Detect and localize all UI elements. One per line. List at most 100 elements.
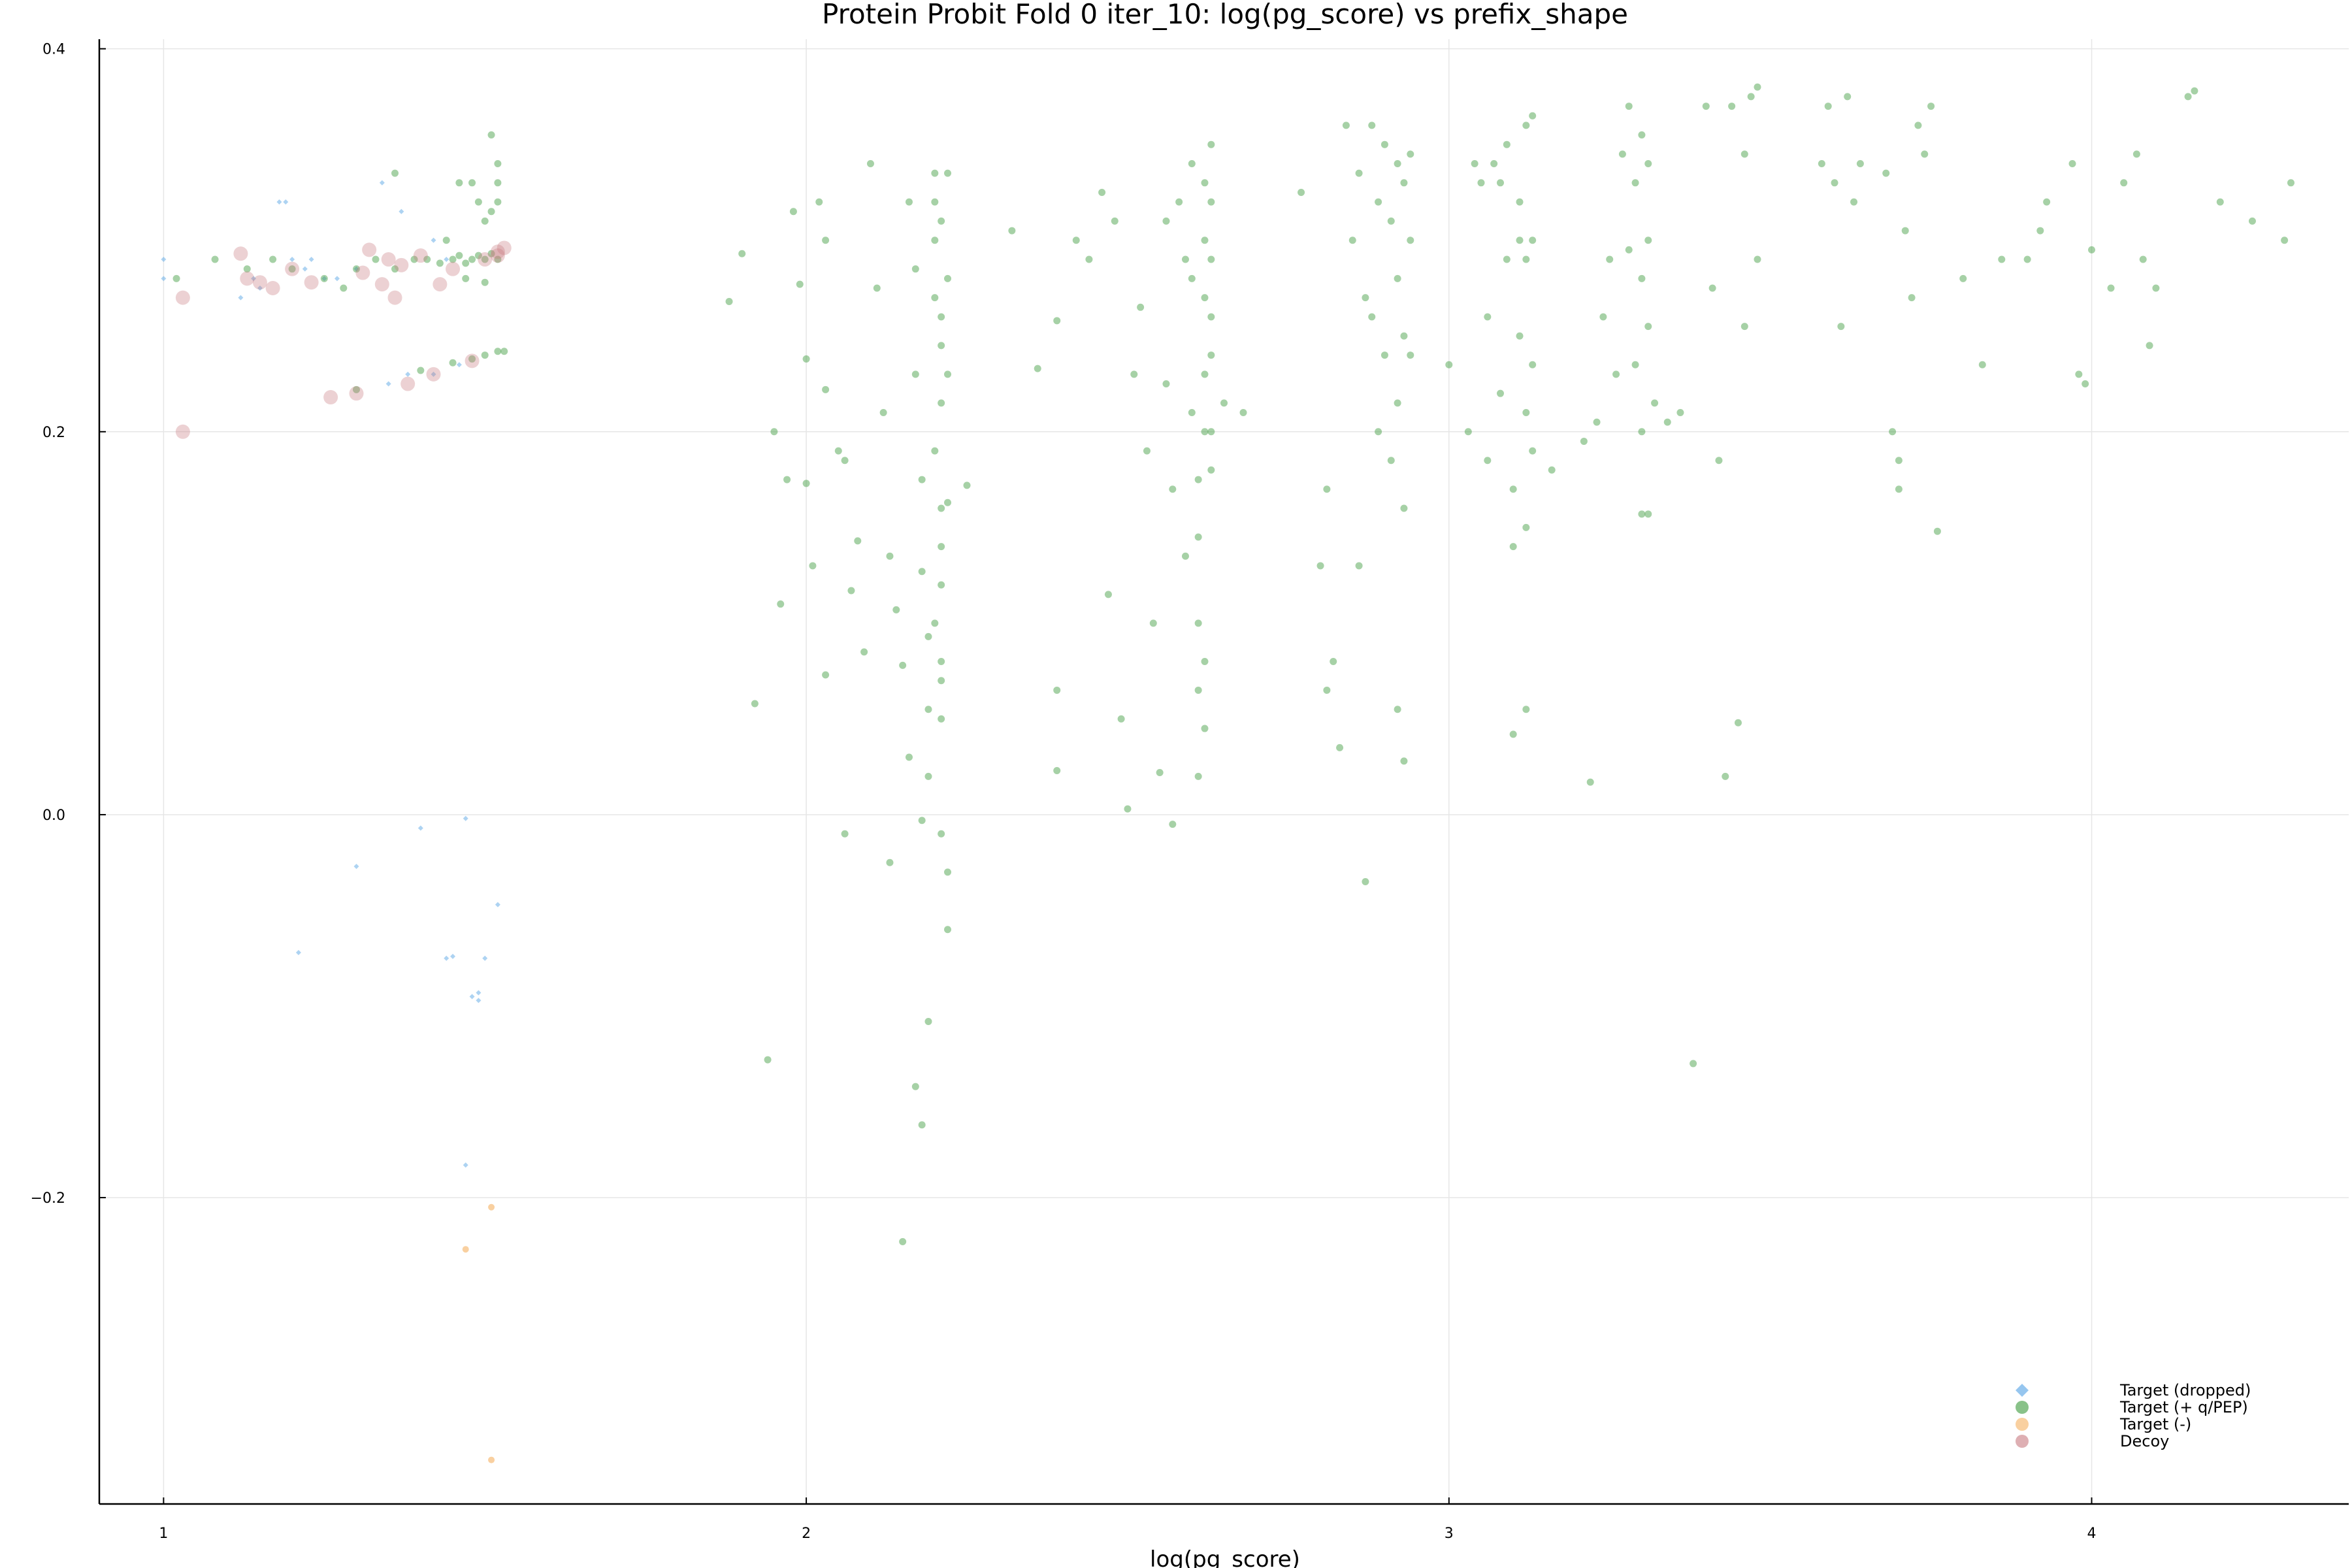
point-target-q-pep [751,700,759,708]
point-target-q-pep [1400,332,1408,340]
point-decoy [355,265,370,280]
point-decoy [381,252,396,267]
point-target-q-pep [892,606,900,613]
point-decoy [304,275,319,290]
point-decoy [433,277,448,292]
point-target-q-pep [494,159,502,167]
legend-marker-target [2016,1418,2029,1431]
grid-lines [99,39,2349,1504]
point-target-q-pep [2146,342,2153,350]
point-target-q-pep [938,504,945,512]
point-target-q-pep [918,817,926,825]
point-target-q-pep [1625,103,1633,110]
point-target-q-pep [1548,466,1556,474]
point-target-q-pep [1522,255,1530,263]
point-target-q-pep [2120,179,2128,187]
point-target-q-pep [2043,198,2051,206]
point-target-q-pep [1098,188,1106,196]
point-target-q-pep [924,706,932,713]
point-target-q-pep [2068,159,2076,167]
point-target-q-pep [436,259,444,267]
point-target-q-pep [1522,408,1530,416]
point-target-q-pep [1194,476,1202,483]
point-target-q-pep [938,313,945,321]
point-target-q-pep [938,677,945,685]
point-target-q-pep [1407,351,1414,359]
point-target-dropped [482,955,488,961]
point-target-q-pep [1856,159,1864,167]
point-target-q-pep [1407,237,1414,244]
point-target-q-pep [2139,255,2147,263]
point-target-q-pep [1194,686,1202,694]
point-decoy [175,424,190,439]
point-target-q-pep [494,255,502,263]
point-target-q-pep [481,351,489,359]
point-target-q-pep [944,169,952,177]
point-target-q-pep [1394,274,1401,282]
point-target-q-pep [918,476,926,483]
point-target-q-pep [931,294,939,302]
point-target-q-pep [924,1017,932,1025]
point-target [488,1456,495,1463]
point-target-q-pep [442,237,450,244]
point-target-q-pep [1529,237,1537,244]
point-target-q-pep [1162,217,1170,225]
point-target-dropped [353,864,359,870]
point-target-q-pep [1625,246,1633,253]
legend-marker-decoy [2016,1435,2029,1448]
point-target-q-pep [841,457,849,465]
point-target-q-pep [1330,657,1337,665]
point-target-q-pep [802,355,810,363]
point-target-q-pep [1207,351,1215,359]
point-target-q-pep [809,562,817,570]
point-target-q-pep [1740,323,1748,331]
point-target-q-pep [1747,93,1755,101]
point-target-q-pep [494,198,502,206]
point-target-dropped [405,371,411,377]
point-target-q-pep [1644,237,1652,244]
point-target-q-pep [1342,122,1350,129]
point-target-q-pep [931,447,939,455]
point-target-q-pep [1734,719,1742,727]
point-target-q-pep [1882,169,1890,177]
point-target-q-pep [243,265,251,273]
point-target-q-pep [1606,255,1614,263]
point-target-q-pep [1201,294,1209,302]
point-target-q-pep [455,179,463,187]
point-target-q-pep [931,619,939,627]
point-target-q-pep [1708,284,1716,292]
point-target-q-pep [1850,198,1858,206]
point-target-q-pep [2216,198,2224,206]
point-target-q-pep [269,255,277,263]
point-target-q-pep [320,274,328,282]
point-target-q-pep [462,274,470,282]
point-target-q-pep [1188,408,1196,416]
point-target-q-pep [1207,198,1215,206]
point-target-dropped [399,208,404,214]
point-target-q-pep [1085,255,1093,263]
point-decoy [175,290,190,305]
point-target-dropped [302,266,308,272]
point-target-q-pep [924,632,932,640]
point-target-q-pep [1702,103,1710,110]
point-decoy [233,246,248,261]
point-target-q-pep [2248,217,2256,225]
point-target-q-pep [2036,227,2044,235]
point-target-q-pep [2281,237,2289,244]
point-target-q-pep [2075,370,2083,378]
point-target-q-pep [1316,562,1324,570]
point-target-q-pep [1400,757,1408,765]
point-target-q-pep [474,198,482,206]
point-target-q-pep [1394,159,1401,167]
point-target-q-pep [1387,457,1395,465]
point-target-q-pep [938,543,945,551]
point-target-q-pep [899,1237,907,1245]
point-target-q-pep [468,179,476,187]
point-target-q-pep [1509,730,1517,738]
point-target-q-pep [1908,294,1916,302]
point-target-dropped [476,990,482,996]
point-target-q-pep [860,648,868,656]
point-target-dropped [431,371,436,377]
point-target-q-pep [1201,370,1209,378]
